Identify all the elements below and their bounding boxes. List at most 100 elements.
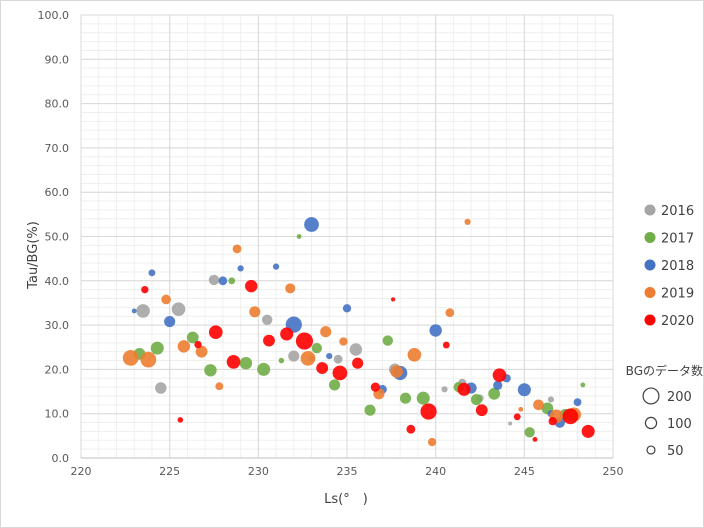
major-gridlines: [80, 14, 614, 459]
y-tick-label: 50.0: [45, 231, 70, 244]
y-tick-label: 80.0: [45, 98, 70, 111]
data-point: [492, 368, 507, 382]
data-point: [475, 404, 488, 417]
data-point: [406, 424, 416, 434]
data-point: [349, 343, 363, 356]
data-point: [237, 265, 244, 272]
data-point: [429, 324, 442, 337]
data-point: [457, 382, 471, 396]
data-point: [278, 357, 285, 364]
data-point: [249, 306, 261, 318]
series-legend: 2016 2017 2018 2019 2020: [644, 204, 694, 329]
data-point: [150, 341, 164, 355]
data-point: [245, 279, 258, 293]
data-point: [161, 294, 171, 305]
data-point: [215, 382, 224, 391]
x-tick-label: 230: [248, 465, 269, 478]
data-point: [186, 331, 199, 344]
data-point: [441, 386, 448, 393]
data-point: [208, 274, 220, 286]
data-point: [208, 325, 223, 340]
x-axis-title: Ls(° ): [324, 492, 368, 507]
data-point: [488, 387, 501, 400]
data-point: [316, 362, 329, 374]
x-tick-label: 250: [603, 465, 624, 478]
data-point: [470, 393, 483, 406]
size-legend-label: 100: [667, 417, 692, 432]
data-point: [332, 365, 348, 381]
data-point: [493, 380, 503, 390]
data-point: [136, 304, 150, 318]
data-point: [390, 365, 403, 378]
data-point: [194, 340, 202, 349]
y-tick-label: 10.0: [45, 408, 70, 421]
data-point: [311, 342, 323, 354]
y-axis-tick-labels: 0.0 10.0 20.0 30.0 40.0 50.0 60.0 70.0 80.0 90.0 1…: [38, 9, 70, 465]
data-point: [533, 399, 544, 411]
series-2016: [136, 274, 555, 426]
legend-label: 2016: [661, 204, 694, 219]
data-point: [370, 382, 380, 392]
series-2020: [141, 279, 595, 442]
data-point: [300, 350, 316, 366]
y-tick-label: 70.0: [45, 142, 70, 155]
x-tick-label: 235: [337, 465, 358, 478]
data-point: [228, 277, 236, 285]
data-point: [420, 403, 437, 420]
legend-marker: [644, 314, 656, 326]
bubble-size-legend: BGのデータ数 200 100 50: [626, 363, 703, 459]
data-point: [518, 406, 524, 412]
data-point: [218, 276, 228, 286]
data-point: [285, 283, 296, 294]
data-point: [513, 413, 521, 421]
legend-label: 2017: [661, 232, 694, 247]
data-point: [288, 350, 300, 362]
data-point: [320, 326, 332, 338]
size-legend-label: 200: [667, 390, 692, 405]
data-point: [171, 302, 186, 316]
legend-marker: [644, 287, 656, 298]
y-tick-label: 100.0: [38, 9, 70, 22]
data-point: [295, 332, 314, 350]
data-point: [517, 383, 531, 397]
data-point: [177, 340, 191, 353]
data-point: [141, 285, 149, 294]
size-legend-marker: [646, 445, 656, 455]
legend-label: 2019: [661, 287, 694, 302]
data-point: [573, 398, 582, 407]
data-point: [204, 364, 217, 377]
data-point: [257, 362, 271, 376]
legend-marker: [644, 232, 656, 243]
data-point: [263, 334, 275, 347]
legend-marker: [644, 259, 656, 271]
series-2019: [122, 218, 582, 447]
size-legend-marker: [644, 416, 658, 430]
data-point: [272, 263, 280, 270]
y-tick-label: 30.0: [45, 319, 70, 332]
data-point: [547, 396, 555, 403]
data-point: [548, 417, 557, 426]
data-point: [280, 327, 294, 341]
data-point: [131, 308, 137, 314]
data-point: [304, 217, 319, 232]
x-tick-label: 240: [425, 465, 446, 478]
y-tick-label: 20.0: [45, 363, 70, 376]
data-point: [399, 392, 412, 404]
data-point: [140, 351, 157, 368]
y-tick-label: 90.0: [45, 53, 70, 66]
data-point: [122, 350, 139, 366]
legend-label: 2018: [661, 259, 694, 274]
data-point: [364, 404, 376, 416]
size-legend-marker: [642, 387, 660, 405]
data-point: [296, 234, 302, 239]
data-point: [580, 382, 586, 388]
data-point: [508, 421, 513, 426]
data-point: [407, 347, 422, 362]
data-point: [464, 218, 471, 225]
data-point: [352, 357, 364, 369]
x-tick-label: 245: [514, 465, 535, 478]
data-point: [195, 345, 208, 358]
y-tick-label: 60.0: [45, 186, 70, 199]
data-point: [524, 427, 535, 438]
